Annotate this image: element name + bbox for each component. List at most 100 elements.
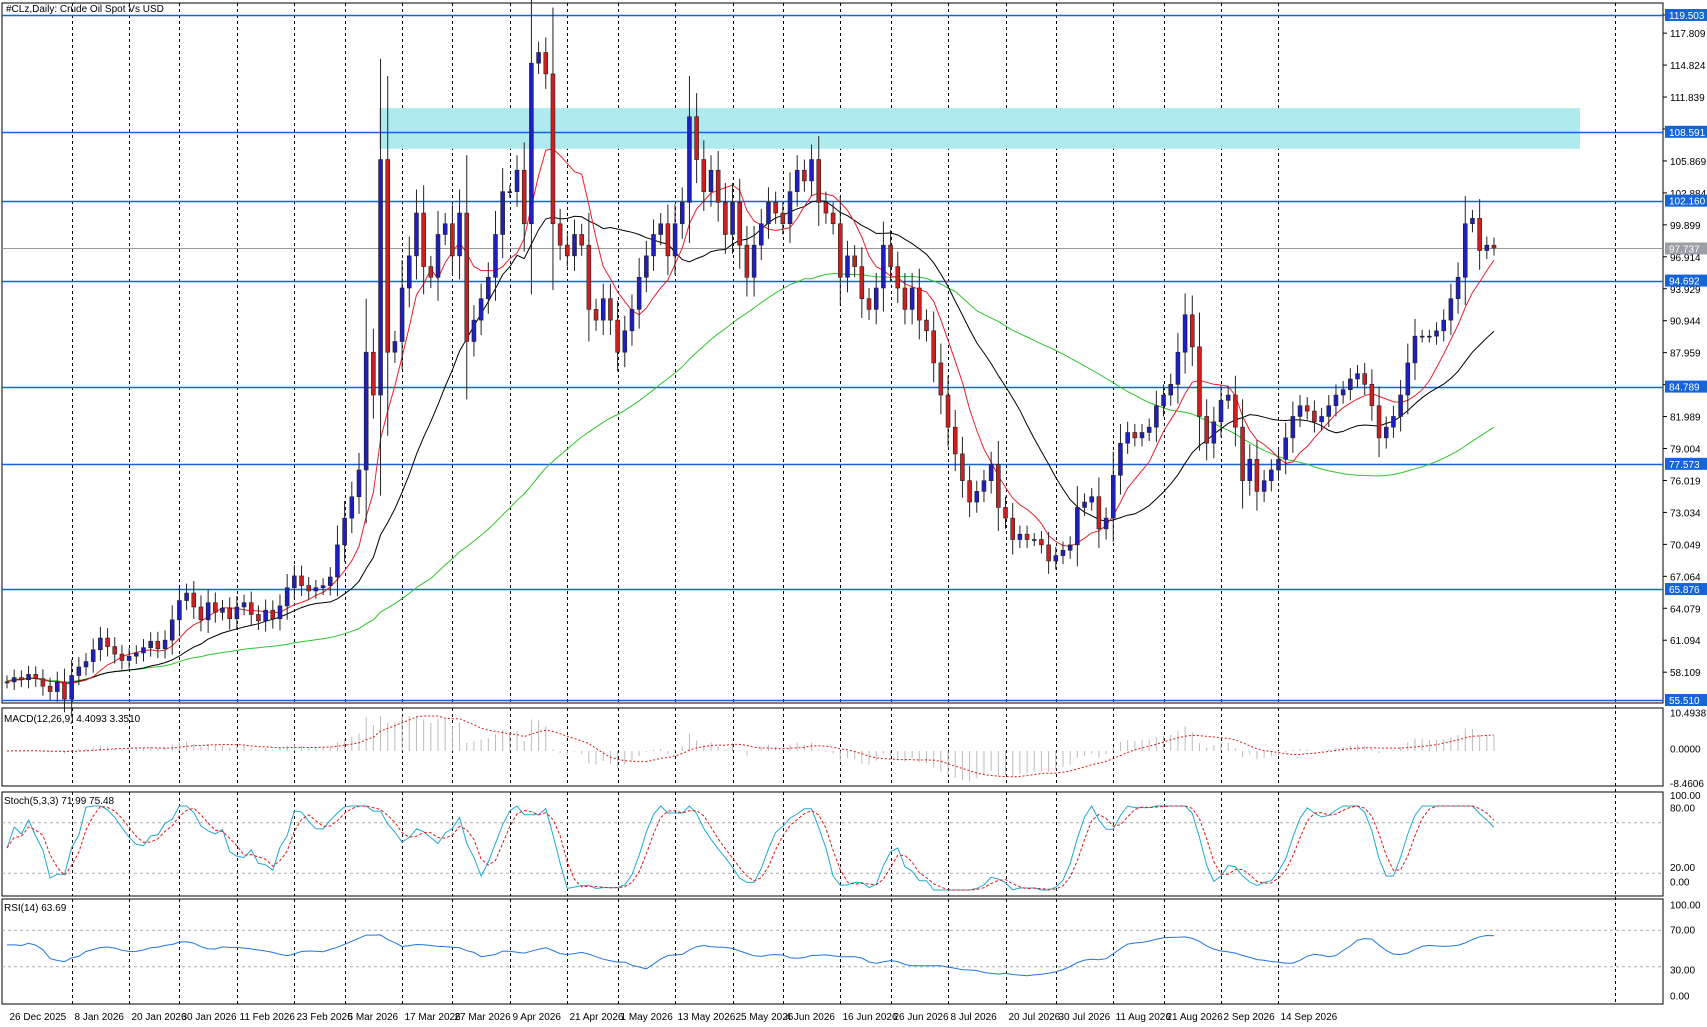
candle-bull bbox=[284, 587, 290, 607]
candle-bull bbox=[636, 276, 642, 310]
indicator-axis-label: 30.00 bbox=[1670, 965, 1695, 976]
candle-bull bbox=[1470, 218, 1475, 225]
time-label: 9 Apr 2026 bbox=[513, 1012, 562, 1023]
candle-bull bbox=[1391, 416, 1396, 428]
candle-bear bbox=[859, 266, 865, 299]
candle-bear bbox=[1369, 384, 1375, 407]
ma-slow-line bbox=[6, 272, 1495, 683]
price-tick-label: 87.959 bbox=[1670, 349, 1701, 360]
candle-bull bbox=[442, 223, 448, 235]
candle-bull bbox=[1161, 394, 1166, 407]
candle-bear bbox=[773, 202, 778, 214]
resistance-zone bbox=[379, 108, 1580, 149]
candle-bull bbox=[751, 244, 757, 278]
candle-bull bbox=[313, 587, 319, 592]
candle-bull bbox=[98, 637, 103, 651]
candle-bear bbox=[852, 255, 857, 267]
candle-bull bbox=[1484, 244, 1490, 251]
level-price-text: 55.510 bbox=[1669, 696, 1700, 707]
candle-bull bbox=[1089, 496, 1094, 503]
candle-bull bbox=[1175, 351, 1181, 385]
candle-bull bbox=[1269, 469, 1274, 481]
candle-bear bbox=[450, 223, 455, 257]
indicator-axis-label: 0.00 bbox=[1670, 992, 1690, 1003]
chart-background bbox=[1, 2, 1664, 1005]
candle-bull bbox=[349, 496, 355, 519]
price-tick-label: 58.109 bbox=[1670, 668, 1701, 679]
candle-bull bbox=[1340, 389, 1346, 396]
candle-bull bbox=[76, 666, 82, 676]
candle-bull bbox=[220, 607, 225, 613]
candle-bear bbox=[227, 607, 232, 620]
time-label: 26 Dec 2025 bbox=[10, 1012, 67, 1023]
level-price-tag bbox=[1665, 194, 1707, 207]
pane-frame bbox=[1, 707, 1664, 787]
macd-title: MACD(12,26,9) 4.4093 3.3510 bbox=[4, 714, 141, 725]
candle-bear bbox=[823, 202, 829, 214]
time-label: 11 Feb 2026 bbox=[240, 1012, 296, 1023]
candle-bear bbox=[924, 319, 929, 332]
candle-bull bbox=[1017, 533, 1023, 540]
candle-bull bbox=[1182, 314, 1188, 353]
time-label: 11 Aug 2026 bbox=[1116, 1012, 1172, 1023]
candle-bull bbox=[1283, 437, 1288, 460]
candle-bull bbox=[974, 491, 980, 503]
candle-bear bbox=[428, 266, 434, 278]
candle-bear bbox=[421, 212, 426, 267]
candle-bear bbox=[579, 234, 584, 246]
candle-bull bbox=[327, 576, 333, 586]
candle-bear bbox=[33, 674, 39, 679]
candle-bull bbox=[414, 212, 419, 257]
candle-bull bbox=[1247, 458, 1253, 481]
candle-bear bbox=[701, 159, 707, 192]
candle-bull bbox=[787, 191, 793, 225]
candle-bear bbox=[1304, 405, 1310, 412]
candle-bear bbox=[19, 677, 24, 681]
candle-bear bbox=[780, 212, 786, 225]
indicator-axis-label: 100.00 bbox=[1670, 791, 1701, 802]
price-tick-label: 111.839 bbox=[1670, 93, 1705, 104]
candle-bear bbox=[866, 298, 872, 310]
level-price-tag bbox=[1665, 380, 1707, 393]
candle-bear bbox=[952, 426, 958, 455]
candle-bull bbox=[809, 159, 814, 182]
price-tick-label: 79.004 bbox=[1670, 445, 1701, 456]
candle-bull bbox=[988, 464, 994, 481]
candle-bear bbox=[1491, 244, 1497, 249]
price-tick-label: 105.869 bbox=[1670, 157, 1707, 168]
candle-bull bbox=[794, 169, 800, 192]
level-price-text: 102.160 bbox=[1669, 197, 1706, 208]
candle-bear bbox=[270, 609, 276, 620]
candle-bull bbox=[1154, 405, 1159, 428]
candle-bull bbox=[292, 575, 297, 589]
candle-bull bbox=[1355, 373, 1360, 380]
candle-bull bbox=[399, 287, 405, 342]
candle-bull bbox=[1326, 405, 1332, 417]
candle-bull bbox=[507, 191, 513, 193]
candle-bear bbox=[1312, 410, 1317, 423]
candle-bear bbox=[40, 678, 46, 687]
candle-bull bbox=[651, 234, 656, 257]
ma-mid-line bbox=[6, 200, 1495, 685]
time-label: 21 Apr 2026 bbox=[570, 1012, 624, 1023]
candle-bull bbox=[356, 469, 362, 498]
candle-bull bbox=[845, 255, 850, 278]
candle-bull bbox=[407, 255, 412, 289]
candle-bear bbox=[1010, 517, 1015, 540]
time-label: 21 Aug 2026 bbox=[1167, 1012, 1224, 1023]
candle-bear bbox=[1132, 432, 1138, 439]
candle-bear bbox=[1190, 314, 1195, 348]
level-price-text: 119.503 bbox=[1669, 11, 1705, 22]
candle-bear bbox=[816, 159, 822, 203]
candle-bear bbox=[938, 362, 944, 396]
time-label: 16 Jun 2026 bbox=[843, 1012, 898, 1023]
candle-bear bbox=[1046, 544, 1051, 562]
candle-bull bbox=[1053, 555, 1059, 562]
indicator-axis-label: 80.00 bbox=[1670, 804, 1695, 815]
candle-bull bbox=[909, 287, 915, 310]
time-label: 8 Jan 2026 bbox=[75, 1012, 125, 1023]
candle-bear bbox=[550, 73, 556, 225]
candle-bull bbox=[1333, 394, 1339, 407]
candle-bear bbox=[931, 330, 936, 364]
